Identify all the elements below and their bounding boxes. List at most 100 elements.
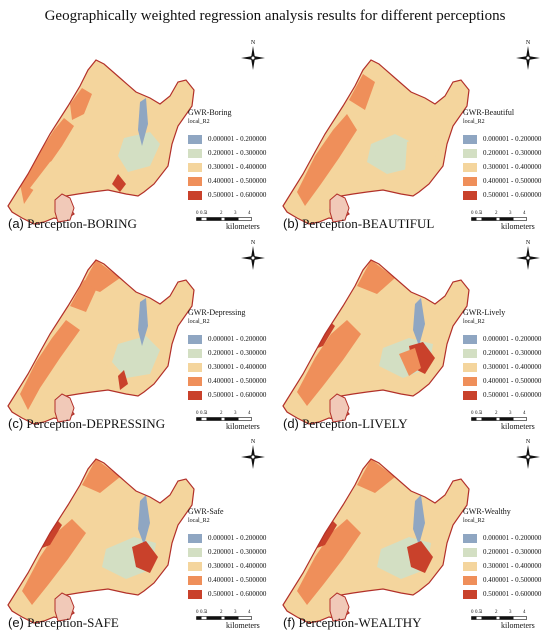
gwr-map bbox=[282, 59, 470, 225]
legend: GWR-Depressing local_R2 0.000001 - 0.20000… bbox=[188, 308, 278, 402]
panel-label: (d) Perception-LIVELY bbox=[283, 416, 408, 432]
legend-range: 0.300001 - 0.400000 bbox=[208, 363, 267, 371]
scale-tick-label: 1 bbox=[480, 211, 483, 216]
legend-range: 0.500001 - 0.600000 bbox=[208, 391, 267, 399]
scale-tick-label: 0.5 bbox=[200, 610, 207, 615]
scale-bar-graphic bbox=[196, 217, 252, 221]
scale-tick-label: 4 bbox=[248, 211, 251, 216]
scale-tick-label: 0.5 bbox=[200, 411, 207, 416]
map-panel: (d) Perception-LIVELY N GWR-Lively local_R2… bbox=[275, 234, 550, 434]
r2-zone bbox=[22, 519, 86, 605]
legend-range: 0.000001 - 0.200000 bbox=[208, 335, 267, 343]
legend-range: 0.400001 - 0.500000 bbox=[483, 177, 542, 185]
scale-tick-label: 4 bbox=[523, 610, 526, 615]
north-arrow-icon: N bbox=[515, 38, 541, 72]
inset-area bbox=[329, 193, 350, 223]
legend-range: 0.000001 - 0.200000 bbox=[483, 335, 542, 343]
scale-tick-label: 1 bbox=[480, 610, 483, 615]
north-label: N bbox=[526, 240, 531, 246]
legend-swatch bbox=[188, 362, 202, 372]
r2-zone bbox=[112, 336, 160, 378]
map-panel: (f) Perception-WEALTHY N GWR-Wealthy local_… bbox=[275, 433, 550, 633]
legend-row: 0.200001 - 0.300000 bbox=[188, 545, 278, 559]
legend-swatch bbox=[463, 148, 477, 158]
legend-row: 0.400001 - 0.500000 bbox=[463, 374, 550, 388]
r2-zone bbox=[82, 459, 120, 493]
scale-bar-graphic bbox=[196, 417, 252, 421]
scale-bar: 0 0.5 1 2 3 4 kilometers bbox=[196, 411, 276, 435]
inset-area bbox=[54, 193, 75, 223]
scale-tick-label: 0.5 bbox=[475, 411, 482, 416]
legend: GWR-Lively local_R2 0.000001 - 0.200000 0.2… bbox=[463, 308, 550, 402]
scale-tick-label: 1 bbox=[480, 411, 483, 416]
legend-row: 0.300001 - 0.400000 bbox=[188, 160, 278, 174]
scale-unit: kilometers bbox=[226, 222, 260, 231]
legend-title: GWR-Boring bbox=[188, 108, 232, 117]
legend-row: 0.500001 - 0.600000 bbox=[463, 188, 550, 202]
legend-swatch bbox=[463, 547, 477, 557]
legend-range: 0.200001 - 0.300000 bbox=[483, 349, 542, 357]
legend-swatch bbox=[463, 533, 477, 543]
legend-row: 0.000001 - 0.200000 bbox=[188, 132, 278, 146]
legend-range: 0.300001 - 0.400000 bbox=[483, 363, 542, 371]
legend-swatch bbox=[188, 190, 202, 200]
legend-swatch bbox=[188, 334, 202, 344]
legend-range: 0.500001 - 0.600000 bbox=[483, 391, 542, 399]
r2-zone bbox=[455, 92, 467, 110]
legend-row: 0.400001 - 0.500000 bbox=[188, 573, 278, 587]
study-area-fill bbox=[283, 260, 469, 424]
panel-letter: (c) bbox=[8, 416, 24, 431]
legend-subtitle: local_R2 bbox=[188, 119, 210, 125]
legend-swatch bbox=[463, 334, 477, 344]
scale-bar-graphic bbox=[196, 616, 252, 620]
scale-tick-label: 1 bbox=[205, 211, 208, 216]
scale-bar: 0 0.5 1 2 3 4 kilometers bbox=[196, 610, 276, 634]
map-panel: (c) Perception-DEPRESSING N GWR-Depressing… bbox=[0, 234, 275, 434]
r2-zone bbox=[60, 358, 108, 388]
scale-bar: 0 0.5 1 2 3 4 kilometers bbox=[471, 610, 550, 634]
legend-row: 0.200001 - 0.300000 bbox=[463, 346, 550, 360]
study-area-fill bbox=[8, 459, 194, 623]
legend-row: 0.500001 - 0.600000 bbox=[463, 388, 550, 402]
r2-zone bbox=[118, 370, 128, 390]
legend: GWR-Wealthy local_R2 0.000001 - 0.200000 0.… bbox=[463, 507, 550, 601]
r2-zone bbox=[367, 134, 415, 174]
legend-subtitle: local_R2 bbox=[188, 518, 210, 524]
figure-title: Geographically weighted regression analy… bbox=[44, 8, 506, 24]
legend-range: 0.400001 - 0.500000 bbox=[483, 576, 542, 584]
legend: GWR-Safe local_R2 0.000001 - 0.200000 0.200… bbox=[188, 507, 278, 601]
r2-zone bbox=[357, 260, 395, 294]
legend-title: GWR-Wealthy bbox=[463, 507, 511, 516]
legend-swatch bbox=[188, 547, 202, 557]
north-label: N bbox=[251, 240, 256, 246]
legend-row: 0.200001 - 0.300000 bbox=[463, 146, 550, 160]
scale-tick-label: 2 bbox=[495, 211, 498, 216]
scale-bar-graphic bbox=[471, 217, 527, 221]
r2-zone bbox=[297, 320, 361, 406]
legend-range: 0.300001 - 0.400000 bbox=[208, 562, 267, 570]
inset-area bbox=[54, 393, 75, 423]
legend-swatch bbox=[188, 533, 202, 543]
legend-title: GWR-Beautiful bbox=[463, 108, 515, 117]
north-arrow-icon: N bbox=[240, 38, 266, 72]
legend-range: 0.200001 - 0.300000 bbox=[483, 548, 542, 556]
legend-range: 0.500001 - 0.600000 bbox=[208, 191, 267, 199]
r2-zones bbox=[20, 60, 160, 204]
scale-tick-label: 4 bbox=[523, 211, 526, 216]
gwr-map bbox=[7, 259, 195, 425]
gwr-map bbox=[7, 458, 195, 624]
legend-row: 0.500001 - 0.600000 bbox=[188, 587, 278, 601]
scale-tick-label: 0 bbox=[196, 610, 199, 615]
panel-name: Perception-BEAUTIFUL bbox=[302, 216, 435, 231]
study-area-fill bbox=[283, 459, 469, 623]
legend-range: 0.000001 - 0.200000 bbox=[483, 135, 542, 143]
legend-swatch bbox=[188, 162, 202, 172]
legend-title: GWR-Lively bbox=[463, 308, 506, 317]
inset-area bbox=[329, 592, 350, 622]
scale-unit: kilometers bbox=[501, 222, 535, 231]
gwr-map bbox=[7, 59, 195, 225]
scale-tick-label: 0 bbox=[471, 610, 474, 615]
panel-letter: (f) bbox=[283, 615, 296, 630]
scale-tick-label: 0 bbox=[471, 211, 474, 216]
legend-row: 0.000001 - 0.200000 bbox=[463, 332, 550, 346]
